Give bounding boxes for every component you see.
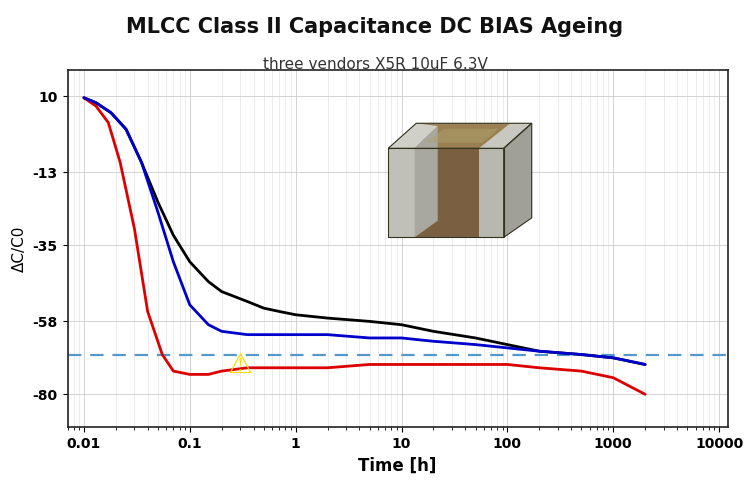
Text: MLCC Class II Capacitance DC BIAS Ageing: MLCC Class II Capacitance DC BIAS Ageing <box>127 17 623 37</box>
Polygon shape <box>388 123 438 148</box>
Polygon shape <box>415 126 438 238</box>
Polygon shape <box>504 123 532 238</box>
Polygon shape <box>504 123 532 238</box>
Polygon shape <box>388 123 532 148</box>
Polygon shape <box>388 148 415 238</box>
Text: three vendors X5R 10uF 6.3V: three vendors X5R 10uF 6.3V <box>262 57 488 72</box>
Y-axis label: ΔC/C0: ΔC/C0 <box>12 225 27 272</box>
Polygon shape <box>424 129 499 143</box>
Polygon shape <box>479 123 532 148</box>
X-axis label: Time [h]: Time [h] <box>358 457 436 475</box>
Text: ⚠: ⚠ <box>228 350 253 379</box>
Polygon shape <box>479 148 504 238</box>
Polygon shape <box>388 148 504 238</box>
